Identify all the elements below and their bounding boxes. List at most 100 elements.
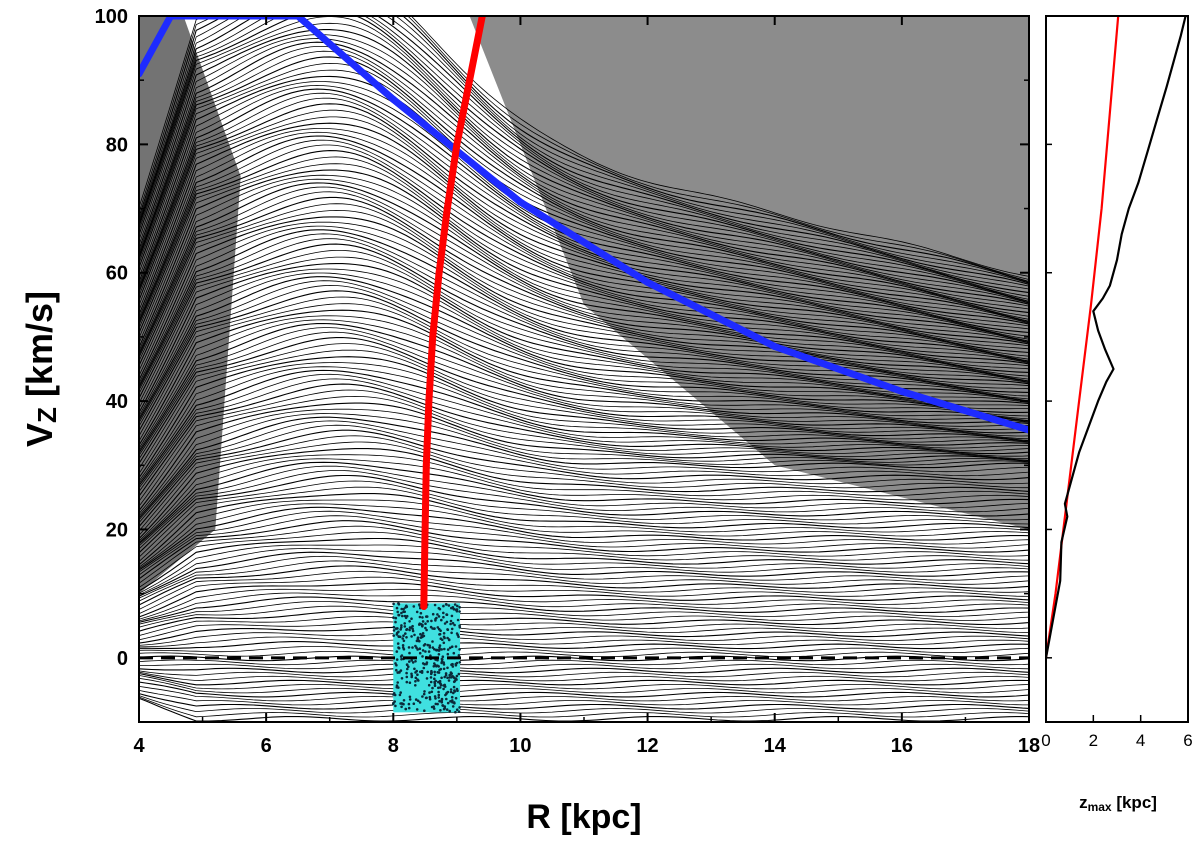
scatter-box-point: [394, 662, 397, 665]
scatter-box-point: [423, 690, 426, 693]
scatter-box-point: [431, 646, 435, 649]
contour-line: [139, 383, 1029, 497]
blue-series-point: [389, 95, 397, 103]
zmax-axis-ticks: 0 2 4 6: [1041, 15, 1193, 750]
scatter-box-point: [437, 690, 440, 694]
scatter-box-point: [437, 680, 440, 684]
contour-line: [139, 447, 1029, 540]
contour-line: [139, 62, 1029, 317]
scatter-box-point: [407, 646, 411, 649]
scatter-box-point: [446, 701, 450, 705]
scatter-box-point: [400, 702, 404, 705]
scatter-box-point: [430, 619, 433, 623]
scatter-box-point: [414, 680, 417, 683]
scatter-box-point: [416, 673, 419, 676]
scatter-box-point: [408, 698, 412, 701]
contour-line: [139, 203, 1029, 377]
scatter-box-point: [403, 625, 407, 628]
contour-line: [139, 280, 1029, 424]
x-tick-label: 8: [388, 735, 399, 757]
scatter-box-point: [454, 608, 458, 611]
scatter-box-point: [434, 663, 437, 667]
scatter-box-point: [425, 677, 429, 680]
scatter-box-point: [414, 676, 418, 680]
contour-line: [139, 369, 1029, 486]
dense-contour-region: [139, 16, 241, 594]
contour-line: [139, 474, 1029, 554]
contour-line: [139, 531, 1029, 588]
contour-line: [139, 229, 1029, 388]
scatter-box-point: [443, 683, 447, 687]
scatter-box-point: [451, 663, 454, 666]
contour-line: [139, 454, 1029, 542]
scatter-box-point: [433, 603, 437, 607]
contour-line: [139, 225, 1029, 386]
contour-line: [139, 408, 1029, 514]
contour-line: [139, 243, 1029, 399]
scatter-box-point: [439, 709, 442, 712]
scatter-box-point: [396, 610, 400, 614]
scatter-box-point: [392, 634, 396, 637]
scatter-box-point: [438, 632, 442, 636]
contour-line: [139, 667, 1029, 674]
scatter-box-point: [418, 701, 422, 704]
scatter-box-point: [400, 677, 404, 680]
contour-line: [139, 551, 1029, 597]
scatter-box-point: [400, 654, 404, 657]
scatter-box-point: [454, 645, 458, 648]
scatter-box-point: [438, 699, 441, 703]
scatter-box-point: [458, 624, 461, 627]
contour-line: [139, 75, 1029, 322]
scatter-box-point: [421, 616, 424, 619]
zmax-x-tick-label: 4: [1136, 731, 1145, 750]
zmax-plot-frame: [1045, 15, 1189, 723]
scatter-box-point: [445, 708, 449, 711]
scatter-box-point: [426, 620, 430, 623]
scatter-box-point: [395, 668, 398, 672]
zmax-x-tick-label: 0: [1041, 731, 1050, 750]
scatter-box-point: [438, 668, 441, 672]
scatter-box-point: [397, 635, 400, 638]
scatter-box-point: [437, 606, 441, 610]
scatter-box-point: [433, 673, 437, 677]
y-tick-label: 20: [106, 519, 128, 541]
scatter-box-point: [408, 695, 412, 699]
scatter-box-point: [433, 695, 437, 698]
contour-line: [139, 303, 1029, 442]
scatter-box-point: [454, 677, 458, 680]
scatter-box-point: [422, 666, 426, 670]
y-axis-title-rest: [km/s]: [19, 291, 60, 407]
blue-series-point: [516, 198, 524, 206]
scatter-box-point: [405, 605, 409, 609]
red-series-point: [429, 333, 437, 341]
scatter-box-point: [403, 622, 407, 625]
scatter-box-point: [421, 662, 425, 665]
scatter-box-point: [437, 665, 441, 668]
contour-line: [139, 686, 1029, 702]
scatter-box-point: [405, 614, 409, 618]
contour-line: [139, 139, 1029, 347]
contour-line: [139, 548, 1029, 596]
contour-line: [139, 675, 1029, 690]
scatter-box-point: [406, 667, 409, 671]
scatter-box-point: [447, 679, 451, 682]
contour-line: [139, 544, 1029, 594]
scatter-box-point: [446, 636, 449, 640]
scatter-box-point: [414, 660, 417, 663]
scatter-box-point: [421, 655, 424, 658]
contour-line: [139, 588, 1029, 620]
scatter-box-point: [404, 707, 408, 711]
contour-line: [139, 122, 1029, 342]
scatter-box-point: [442, 604, 445, 608]
scatter-box-point: [428, 691, 431, 694]
zmax-axis-title-rest: [kpc]: [1112, 793, 1157, 812]
contour-line: [139, 670, 1029, 678]
y-tick-label: 0: [117, 648, 128, 670]
scatter-box-point: [433, 677, 436, 681]
contour-line: [139, 169, 1029, 362]
contour-line: [139, 576, 1029, 615]
contour-line: [139, 178, 1029, 364]
scatter-box-point: [394, 704, 397, 708]
scatter-box-point: [431, 686, 434, 690]
scatter-box-point: [421, 695, 424, 698]
